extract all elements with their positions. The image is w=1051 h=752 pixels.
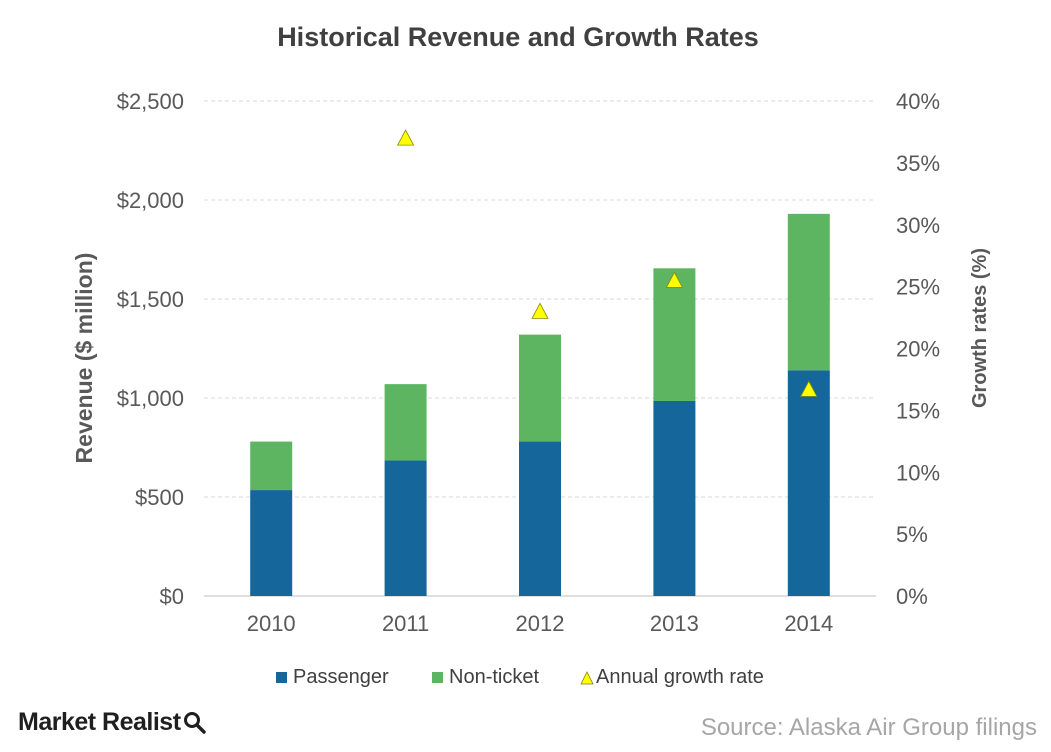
legend: Passenger Non-ticket Annual growth rate <box>0 666 1051 690</box>
y2-tick-label: 0% <box>896 584 928 609</box>
y-tick-label: $0 <box>160 584 184 609</box>
x-tick-label: 2012 <box>516 611 565 636</box>
legend-triangle-icon <box>580 670 594 684</box>
y2-tick-label: 10% <box>896 460 940 485</box>
legend-item-non-ticket: Non-ticket <box>432 666 539 689</box>
legend-swatch-non-ticket <box>432 672 443 683</box>
y2-tick-label: 25% <box>896 275 940 300</box>
chart-title: Historical Revenue and Growth Rates <box>277 22 759 52</box>
y-tick-label: $2,500 <box>117 89 184 114</box>
bar-non-ticket <box>519 334 561 442</box>
y2-tick-label: 20% <box>896 337 940 362</box>
y2-tick-label: 30% <box>896 213 940 238</box>
bar-passenger <box>653 400 696 596</box>
source-note: Source: Alaska Air Group filings <box>700 714 1037 741</box>
growth-rate-marker <box>800 380 818 397</box>
magnifier-icon <box>183 711 206 734</box>
growth-rate-marker <box>531 302 549 319</box>
y2-tick-label: 35% <box>896 151 940 176</box>
legend-item-passenger: Passenger <box>276 666 389 689</box>
x-tick-label: 2014 <box>784 611 833 636</box>
legend-label-non-ticket: Non-ticket <box>449 666 540 688</box>
y2-tick-label: 40% <box>896 89 940 114</box>
bar-non-ticket <box>787 213 830 371</box>
x-tick-label: 2013 <box>650 611 699 636</box>
legend-item-growth-rate: Annual growth rate <box>580 666 764 689</box>
logo-text: Market Realist <box>18 708 181 736</box>
y-tick-label: $2,000 <box>117 188 184 213</box>
market-realist-logo: Market Realist <box>18 708 207 737</box>
y-axis-title: Revenue ($ million) <box>71 253 97 464</box>
y2-tick-label: 15% <box>896 398 940 423</box>
x-tick-label: 2011 <box>382 611 429 636</box>
bar-passenger <box>519 441 561 596</box>
bar-non-ticket <box>653 268 696 401</box>
y-tick-label: $1,000 <box>117 386 184 411</box>
growth-rate-marker <box>396 129 415 146</box>
legend-swatch-passenger <box>276 672 287 683</box>
y2-axis-title: Growth rates (%) <box>969 248 991 408</box>
y2-tick-label: 5% <box>896 522 928 547</box>
bar-non-ticket <box>384 384 427 461</box>
bar-non-ticket <box>250 441 293 491</box>
bar-passenger <box>787 370 830 596</box>
y-tick-label: $500 <box>135 485 184 510</box>
bar-passenger <box>250 490 293 596</box>
growth-rate-marker <box>665 271 684 288</box>
x-tick-label: 2010 <box>247 611 296 636</box>
y-tick-label: $1,500 <box>117 287 184 312</box>
legend-label-passenger: Passenger <box>293 666 389 688</box>
legend-label-growth-rate: Annual growth rate <box>596 666 764 688</box>
bar-passenger <box>384 460 427 596</box>
